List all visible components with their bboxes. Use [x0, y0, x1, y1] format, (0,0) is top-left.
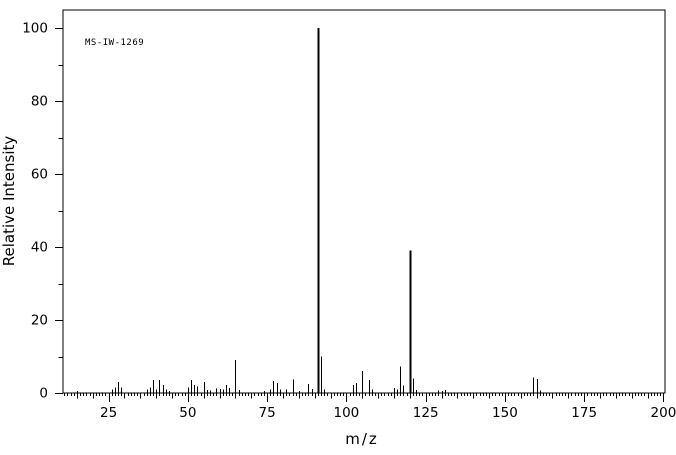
- spectrum-peaks: [77, 28, 541, 393]
- y-tick-label: 40: [31, 240, 48, 256]
- x-tick-label: 125: [413, 405, 439, 421]
- plot-border: [62, 9, 666, 394]
- x-tick-label: 25: [100, 405, 117, 421]
- y-tick-label: 20: [31, 313, 48, 329]
- x-tick-label: 200: [651, 405, 676, 421]
- y-tick-label: 80: [31, 94, 48, 110]
- sample-id-annotation: MS-IW-1269: [85, 38, 144, 48]
- x-tick-label: 175: [571, 405, 597, 421]
- y-tick-label: 0: [39, 386, 48, 402]
- x-tick-label: 75: [259, 405, 276, 421]
- axis-ticks: [55, 28, 664, 402]
- y-axis-title: Relative Intensity: [0, 136, 18, 267]
- x-tick-label: 50: [179, 405, 196, 421]
- axis-tick-labels: 25 50 75 100 125 150 175 200 0 20 40 60 80 100: [22, 21, 676, 421]
- y-tick-label: 100: [22, 21, 48, 37]
- x-tick-label: 150: [492, 405, 518, 421]
- x-axis-title: m/z: [345, 430, 379, 448]
- x-tick-label: 100: [334, 405, 360, 421]
- y-tick-label: 60: [31, 167, 48, 183]
